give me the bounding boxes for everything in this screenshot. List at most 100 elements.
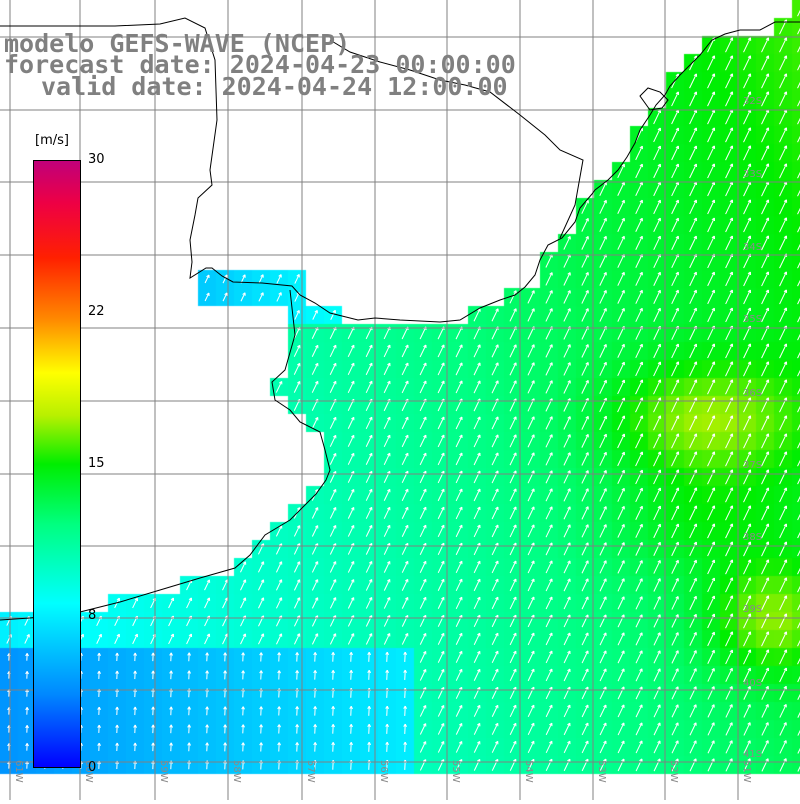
wind-arrow: [744, 38, 751, 52]
wind-arrow: [690, 578, 697, 592]
wind-arrow: [546, 579, 552, 591]
wind-arrow: [618, 452, 625, 466]
wind-arrow: [744, 632, 751, 646]
wind-arrow: [402, 489, 408, 501]
wind-arrow: [744, 56, 751, 70]
wind-arrow: [780, 308, 787, 322]
wind-arrow: [672, 470, 679, 484]
wind-arrow: [780, 164, 787, 178]
wind-arrow: [708, 146, 715, 160]
wind-arrow: [528, 669, 534, 681]
wind-arrow: [672, 398, 679, 412]
wind-arrow: [384, 525, 389, 536]
wind-arrow: [384, 471, 390, 483]
wind-arrow: [510, 561, 516, 573]
wind-arrow: [654, 308, 661, 321]
wind-arrow: [564, 309, 570, 322]
wind-arrow: [564, 615, 570, 627]
wind-arrow: [438, 507, 444, 519]
wind-arrow: [366, 327, 372, 339]
wind-arrow: [726, 578, 733, 592]
wind-arrow: [780, 524, 787, 538]
wind-arrow: [672, 146, 679, 160]
wind-arrow: [582, 471, 588, 484]
wind-arrow: [654, 723, 660, 735]
wind-arrow: [618, 308, 624, 321]
wind-arrow: [672, 452, 679, 466]
wind-arrow: [780, 362, 787, 376]
wind-arrow: [420, 489, 426, 501]
wind-arrow: [474, 507, 480, 519]
wind-arrow: [726, 254, 733, 268]
wind-arrow: [474, 363, 480, 375]
wind-arrow: [726, 128, 733, 142]
wind-arrow: [510, 543, 516, 555]
wind-arrow: [636, 254, 643, 267]
wind-arrow: [708, 542, 715, 556]
wind-arrow: [618, 362, 625, 376]
wind-arrow: [672, 687, 678, 700]
wind-arrow: [672, 344, 679, 358]
wind-arrow: [564, 489, 570, 502]
latitude-label: 32S: [743, 96, 762, 107]
wind-arrow: [654, 434, 661, 448]
wind-arrow: [546, 651, 552, 663]
latitude-label: 39S: [743, 604, 762, 615]
wind-arrow: [420, 363, 426, 375]
wind-arrow: [744, 290, 751, 304]
wind-arrow: [348, 579, 353, 590]
wind-arrow: [600, 272, 606, 285]
wind-arrow: [384, 579, 389, 590]
wind-arrow: [600, 362, 606, 375]
wind-arrow: [708, 524, 715, 538]
wind-arrow: [348, 327, 354, 339]
wind-arrow: [690, 650, 696, 663]
wind-arrow: [582, 344, 588, 357]
latitude-label: 33S: [743, 169, 762, 180]
wind-arrow: [726, 524, 733, 538]
wind-arrow: [726, 452, 733, 466]
wind-arrow: [708, 236, 715, 250]
wind-arrow: [708, 506, 715, 520]
latitude-label: 41S: [743, 749, 762, 760]
wind-arrow: [672, 272, 679, 286]
wind-arrow: [420, 471, 426, 483]
wind-arrow: [744, 200, 751, 214]
wind-arrow: [672, 705, 678, 717]
wind-arrow: [492, 327, 498, 339]
wind-arrow: [636, 182, 643, 196]
wind-arrow: [618, 597, 624, 610]
wind-arrow: [600, 254, 606, 267]
wind-arrow: [546, 327, 552, 340]
wind-arrow: [654, 110, 661, 124]
wind-arrow: [600, 380, 607, 394]
wind-arrow: [528, 291, 534, 304]
wind-arrow: [384, 615, 389, 626]
wind-arrow: [492, 669, 498, 681]
wind-arrow: [600, 741, 606, 753]
wind-arrow: [492, 759, 497, 770]
wind-arrow: [654, 542, 661, 555]
wind-arrow: [708, 741, 714, 754]
wind-arrow: [600, 723, 606, 735]
wind-arrow: [654, 146, 661, 160]
wind-arrow: [564, 254, 570, 267]
wind-arrow: [528, 471, 534, 483]
wind-arrow: [420, 381, 426, 393]
wind-arrow: [438, 723, 443, 734]
wind-arrow: [780, 38, 787, 52]
wind-arrow: [744, 434, 751, 448]
wind-arrow: [618, 705, 624, 717]
wind-arrow: [762, 308, 769, 322]
wind-arrow: [600, 416, 607, 430]
wind-arrow: [762, 254, 769, 268]
wind-arrow: [582, 362, 588, 375]
wind-arrow: [510, 579, 516, 591]
wind-arrow: [546, 453, 552, 466]
latitude-label: 34S: [743, 242, 762, 253]
wind-arrow: [636, 615, 642, 628]
wind-arrow: [258, 562, 263, 573]
wind-arrow: [762, 434, 769, 448]
wind-arrow: [744, 362, 751, 376]
wind-arrow: [690, 560, 697, 574]
